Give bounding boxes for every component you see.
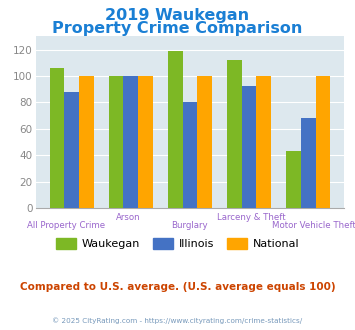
Text: All Property Crime: All Property Crime <box>27 221 105 230</box>
Bar <box>316 76 330 208</box>
Bar <box>124 76 138 208</box>
Text: Compared to U.S. average. (U.S. average equals 100): Compared to U.S. average. (U.S. average … <box>20 282 335 292</box>
Bar <box>286 151 301 208</box>
Bar <box>242 86 256 208</box>
Bar <box>227 60 242 208</box>
Legend: Waukegan, Illinois, National: Waukegan, Illinois, National <box>51 234 304 253</box>
Bar <box>301 118 316 208</box>
Text: © 2025 CityRating.com - https://www.cityrating.com/crime-statistics/: © 2025 CityRating.com - https://www.city… <box>53 317 302 324</box>
Bar <box>109 76 124 208</box>
Bar <box>64 92 79 208</box>
Bar <box>50 68 64 208</box>
Bar <box>168 51 182 208</box>
Bar <box>138 76 153 208</box>
Bar <box>197 76 212 208</box>
Text: Burglary: Burglary <box>171 221 208 230</box>
Text: Arson: Arson <box>116 213 141 222</box>
Text: Larceny & Theft: Larceny & Theft <box>217 213 286 222</box>
Bar <box>182 102 197 208</box>
Text: Motor Vehicle Theft: Motor Vehicle Theft <box>272 221 355 230</box>
Bar <box>256 76 271 208</box>
Bar <box>79 76 94 208</box>
Text: 2019 Waukegan: 2019 Waukegan <box>105 8 250 23</box>
Text: Property Crime Comparison: Property Crime Comparison <box>52 21 303 36</box>
